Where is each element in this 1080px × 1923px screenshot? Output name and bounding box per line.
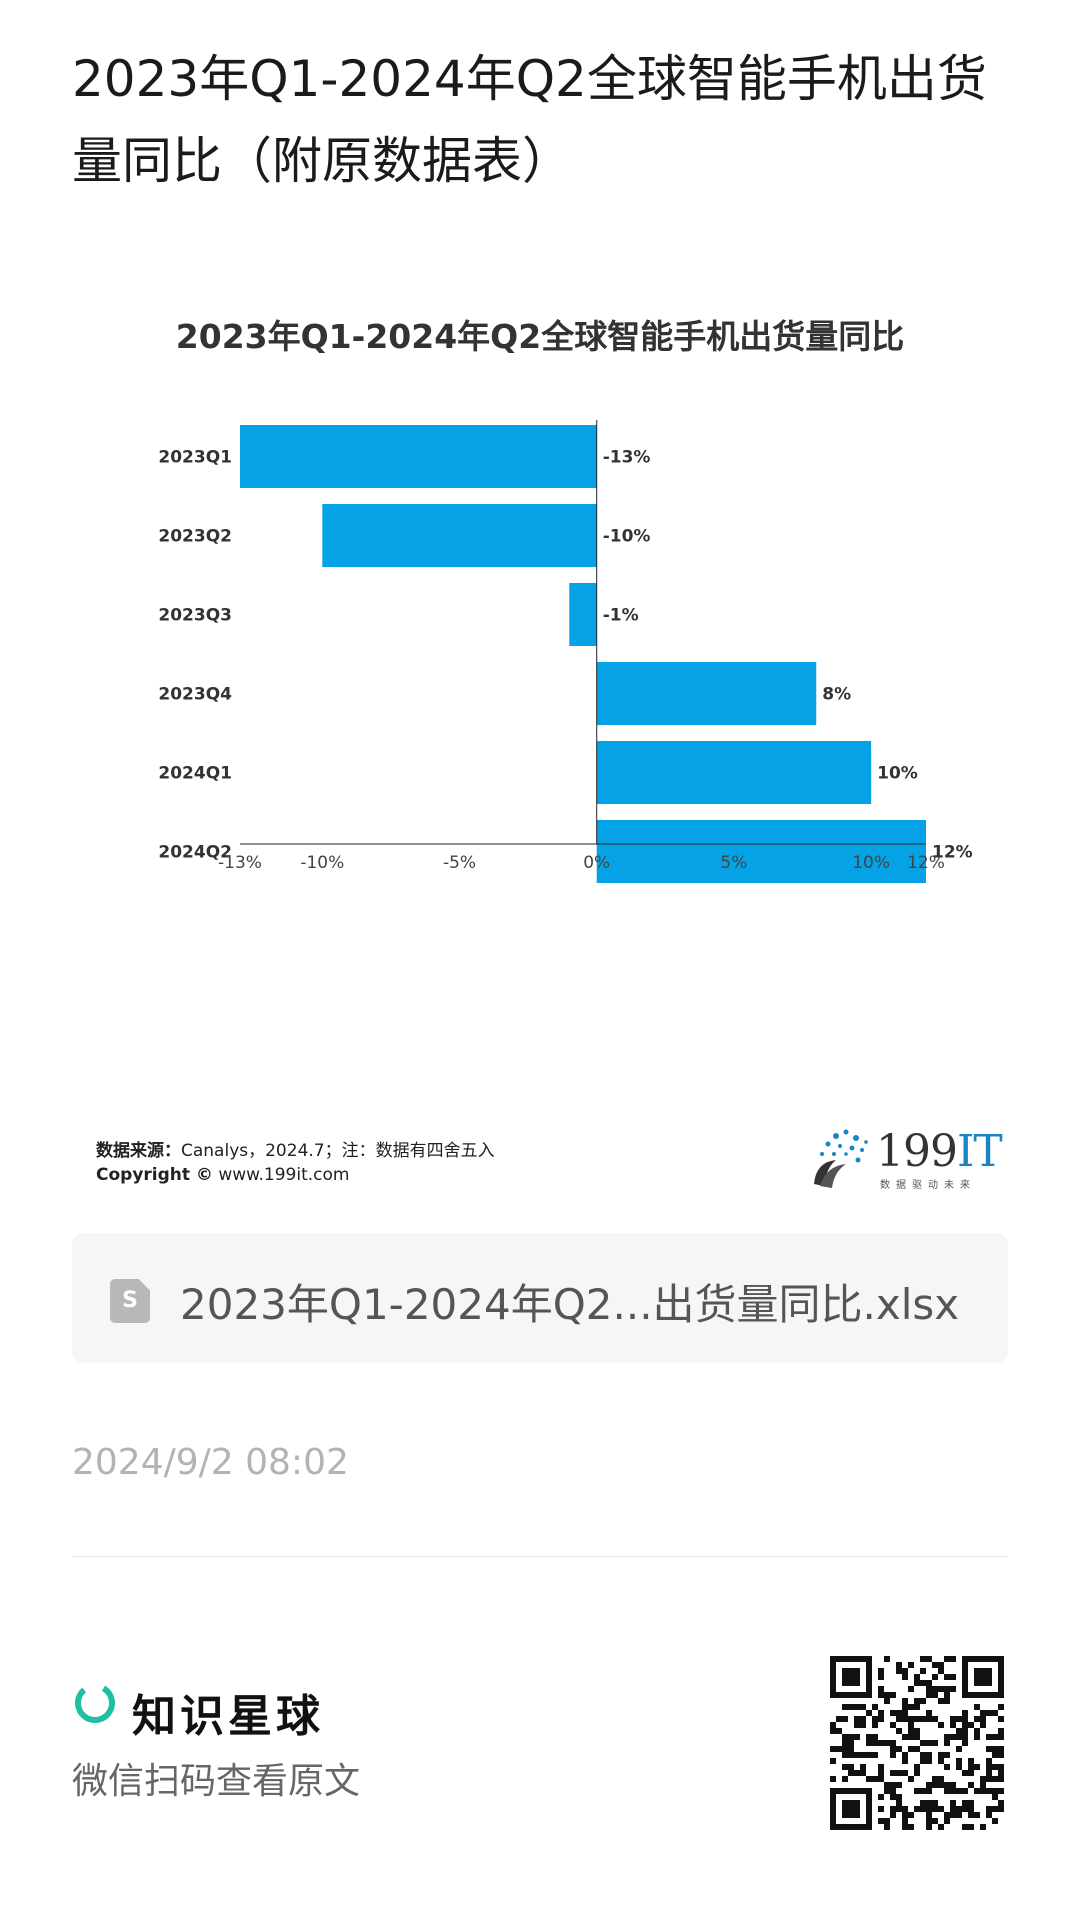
qr-finder-pattern xyxy=(830,1788,872,1830)
category-label-2023Q1: 2023Q1 xyxy=(158,448,232,468)
data-label-2023Q2: -10% xyxy=(603,527,651,547)
post-timestamp: 2024/9/2 08:02 xyxy=(72,1442,349,1483)
data-label-2023Q4: 8% xyxy=(822,685,851,705)
bar-chart: 2023Q1 -13% 2023Q2 -10% 2023Q3 -1% 2023Q4 8% 202… xyxy=(158,420,973,883)
logo-slogan: 数据驱动未来 xyxy=(880,1180,976,1191)
source-label: 数据来源： xyxy=(96,1141,181,1161)
bar-2023Q4 xyxy=(596,662,817,725)
chart-title: 2023年Q1-2024年Q2全球智能手机出货量同比 xyxy=(175,317,905,356)
x-tick-label: -5% xyxy=(443,853,476,873)
category-label-2023Q2: 2023Q2 xyxy=(158,527,232,547)
data-label-2023Q3: -1% xyxy=(603,606,639,626)
attachment-file-name[interactable]: 2023年Q1-2024年Q2...出货量同比.xlsx xyxy=(180,1280,960,1329)
x-tick-label: 5% xyxy=(720,853,747,873)
category-label-2024Q1: 2024Q1 xyxy=(158,764,232,784)
qr-code[interactable] xyxy=(830,1656,1004,1830)
x-tick-label: -10% xyxy=(300,853,344,873)
spreadsheet-file-icon: S xyxy=(110,1279,150,1323)
bar-2024Q1 xyxy=(596,741,872,804)
data-label-2024Q1: 10% xyxy=(877,764,918,784)
qr-finder-pattern xyxy=(962,1656,1004,1698)
data-label-2023Q1: -13% xyxy=(603,448,651,468)
x-tick-label: 0% xyxy=(583,853,610,873)
bar-2023Q2 xyxy=(322,504,597,567)
x-tick-label: 12% xyxy=(907,853,945,873)
source-note: 数据来源：Canalys，2024.7；注：数据有四舍五入 xyxy=(96,1136,495,1161)
zsxq-logo-icon xyxy=(75,1683,115,1723)
data-label-2024Q2: 12% xyxy=(932,843,973,863)
divider xyxy=(72,1556,1008,1557)
source-text: Canalys，2024.7；注：数据有四舍五入 xyxy=(181,1141,495,1161)
page-title: 2023年Q1-2024年Q2全球智能手机出货量同比（附原数据表） xyxy=(72,50,987,190)
x-tick-label: 10% xyxy=(852,853,890,873)
bar-2023Q3 xyxy=(569,583,597,646)
category-label-2024Q2: 2024Q2 xyxy=(158,843,232,863)
category-label-2023Q3: 2023Q3 xyxy=(158,606,232,626)
category-label-2023Q4: 2023Q4 xyxy=(158,685,232,705)
chart-card: 2023年Q1-2024年Q2全球智能手机出货量同比 2023Q1 -13% 202… xyxy=(72,290,1008,1225)
attachment-file-card[interactable]: S 2023年Q1-2024年Q2...出货量同比.xlsx xyxy=(72,1233,1008,1363)
bar-2023Q1 xyxy=(240,425,597,488)
logo-wordmark: 199IT xyxy=(876,1126,1003,1177)
logo-199it: 199IT 数据驱动未来 xyxy=(806,1124,1006,1194)
copyright-note: Copyright © www.199it.com xyxy=(96,1165,349,1185)
qr-finder-pattern xyxy=(830,1656,872,1698)
brand-name: 知识星球 xyxy=(132,1691,324,1742)
x-tick-label: -13% xyxy=(218,853,262,873)
copyright-label: Copyright © xyxy=(96,1165,213,1185)
bar-2024Q2 xyxy=(596,820,926,883)
dandelion-logo-icon xyxy=(814,1129,868,1188)
scan-hint-text: 微信扫码查看原文 xyxy=(72,1761,361,1802)
copyright-url: www.199it.com xyxy=(212,1165,350,1185)
